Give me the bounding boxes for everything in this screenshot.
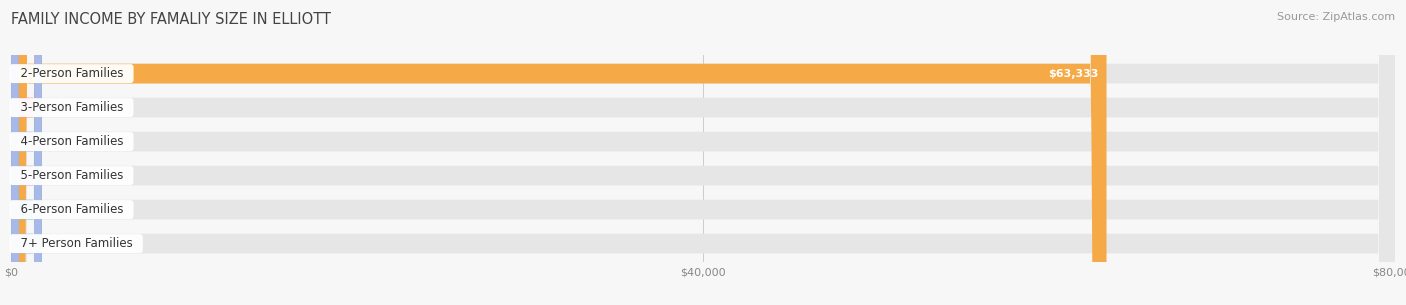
FancyBboxPatch shape: [11, 0, 42, 305]
Text: $0: $0: [53, 137, 66, 147]
Text: 4-Person Families: 4-Person Families: [13, 135, 131, 148]
Text: 5-Person Families: 5-Person Families: [13, 169, 131, 182]
Text: FAMILY INCOME BY FAMALIY SIZE IN ELLIOTT: FAMILY INCOME BY FAMALIY SIZE IN ELLIOTT: [11, 12, 332, 27]
FancyBboxPatch shape: [11, 0, 42, 305]
FancyBboxPatch shape: [11, 0, 42, 305]
Text: 7+ Person Families: 7+ Person Families: [13, 237, 139, 250]
FancyBboxPatch shape: [11, 0, 1395, 305]
Text: 3-Person Families: 3-Person Families: [13, 101, 131, 114]
Text: 2-Person Families: 2-Person Families: [13, 67, 131, 80]
Text: $63,333: $63,333: [1047, 69, 1098, 79]
Text: $0: $0: [53, 170, 66, 181]
FancyBboxPatch shape: [11, 0, 42, 305]
Text: 6-Person Families: 6-Person Families: [13, 203, 131, 216]
Text: $0: $0: [53, 205, 66, 215]
FancyBboxPatch shape: [11, 0, 1395, 305]
FancyBboxPatch shape: [11, 0, 1395, 305]
FancyBboxPatch shape: [11, 0, 42, 305]
Text: $0: $0: [53, 239, 66, 249]
FancyBboxPatch shape: [11, 0, 1395, 305]
Text: Source: ZipAtlas.com: Source: ZipAtlas.com: [1277, 12, 1395, 22]
Text: $0: $0: [53, 102, 66, 113]
FancyBboxPatch shape: [11, 0, 1395, 305]
FancyBboxPatch shape: [11, 0, 1107, 305]
FancyBboxPatch shape: [11, 0, 1395, 305]
